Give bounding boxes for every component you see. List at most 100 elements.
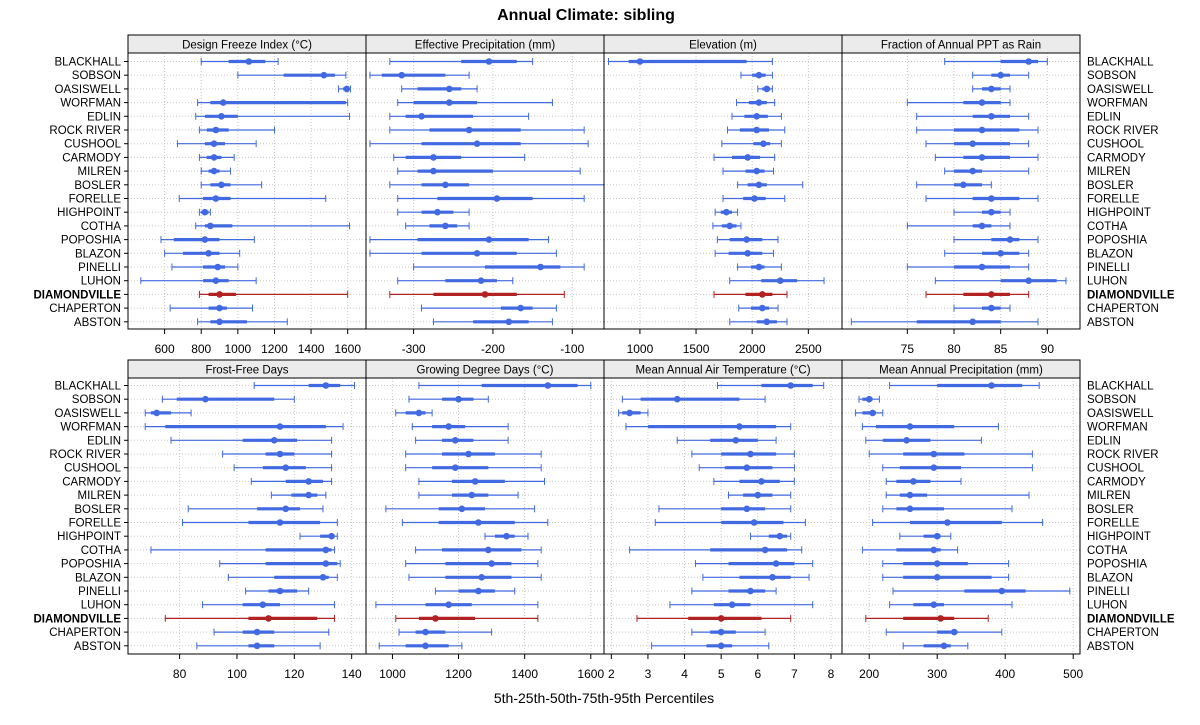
row-label-left: BLAZON: [75, 572, 121, 584]
marker-diamondville-median: [717, 615, 725, 622]
row-label-left: MILREN: [78, 490, 121, 502]
marker-poposhia-median: [933, 560, 941, 567]
marker-milren-median: [210, 167, 218, 175]
row-label-left: COTHA: [81, 221, 122, 233]
row-label-left: HIGHPOINT: [57, 207, 121, 219]
marker-highpoint-median: [201, 208, 209, 216]
row-label-left: FORELLE: [69, 518, 122, 530]
marker-cotha-median: [726, 222, 734, 230]
row-label-right: BLAZON: [1087, 248, 1133, 260]
marker-carmody-median: [758, 478, 765, 485]
marker-blazon-median: [473, 250, 481, 257]
marker-milren-median: [430, 167, 437, 175]
marker-pinelli-median: [998, 587, 1006, 595]
row-label-right: FORELLE: [1087, 194, 1140, 206]
marker-forelle-median: [475, 519, 482, 526]
marker-forelle-median: [212, 195, 220, 202]
panel-title: Design Freeze Index (°C): [182, 40, 312, 52]
row-label-right: CUSHOOL: [1087, 463, 1144, 475]
x-tick-label: 3: [645, 667, 652, 681]
x-tick-label: -100: [560, 342, 584, 356]
marker-blazon-median: [319, 574, 327, 581]
marker-chaperton-median: [717, 628, 725, 636]
marker-blackhall-median: [485, 58, 493, 65]
marker-blackhall-median: [636, 58, 644, 65]
x-tick-label: 140: [342, 667, 362, 681]
row-label-left: WORFMAN: [60, 422, 121, 434]
marker-rock-river-median: [465, 450, 472, 458]
marker-cushool-median: [451, 464, 459, 472]
row-label-right: CARMODY: [1087, 152, 1146, 164]
panel-effective-precipitation-mm: Effective Precipitation (mm) -300 -200 -100: [365, 34, 605, 356]
marker-forelle-median: [493, 195, 501, 202]
chart-title: Annual Climate: sibling: [497, 7, 675, 24]
panel-frame: [127, 377, 367, 655]
marker-sobson-median: [865, 395, 873, 403]
marker-diamondville-median: [988, 291, 995, 298]
row-label-right: CHAPERTON: [1087, 303, 1159, 315]
row-label-left: FORELLE: [69, 194, 122, 206]
row-label-right: PINELLI: [1087, 262, 1130, 274]
x-tick-label: 1600: [334, 342, 361, 356]
x-tick-label: 2: [608, 667, 615, 681]
marker-forelle-median: [944, 519, 951, 526]
x-tick-label: 85: [994, 342, 1008, 356]
x-tick-label: 7: [791, 667, 798, 681]
marker-poposhia-median: [485, 236, 493, 243]
panel-title: Frost-Free Days: [205, 365, 288, 377]
marker-edlin-median: [988, 113, 995, 120]
marker-chaperton-median: [216, 304, 223, 312]
marker-pinelli-median: [747, 587, 754, 595]
marker-bosler-median: [282, 505, 290, 513]
marker-oasiswell-median: [343, 85, 351, 93]
marker-bosler-median: [442, 181, 449, 189]
marker-chaperton-median: [517, 304, 524, 312]
marker-oasiswell-median: [626, 409, 633, 417]
row-label-left: CARMODY: [62, 476, 121, 488]
row-label-right: HIGHPOINT: [1087, 207, 1151, 219]
x-tick-label: 80: [173, 667, 187, 681]
row-label-right: ROCK RIVER: [1087, 125, 1159, 137]
x-tick-label: 200: [859, 667, 879, 681]
panel-frame: [127, 52, 367, 330]
x-tick-label: 1000: [379, 667, 406, 681]
marker-edlin-median: [732, 437, 740, 444]
row-label-right: ABSTON: [1087, 641, 1134, 653]
marker-carmody-median: [910, 478, 917, 485]
marker-blazon-median: [744, 250, 751, 257]
marker-abston-median: [422, 642, 429, 650]
marker-carmody-median: [210, 154, 218, 161]
row-label-right: POPOSHIA: [1087, 559, 1147, 571]
marker-cotha-median: [442, 222, 449, 230]
panel-elevation-m: Elevation (m) 1000 1500 2000 2500: [603, 34, 843, 356]
marker-worfman-median: [736, 423, 743, 430]
row-label-right: SOBSON: [1087, 394, 1136, 406]
marker-cushool-median: [473, 140, 481, 147]
marker-blackhall-median: [544, 382, 552, 389]
marker-highpoint-median: [776, 532, 784, 540]
x-tick-label: 1500: [683, 342, 710, 356]
plot-area: Design Freeze Index (°C) 600 800 1000 1200 14…: [33, 34, 1175, 681]
row-label-left: LUHON: [81, 600, 121, 612]
marker-cotha-median: [485, 546, 492, 554]
marker-sobson-median: [398, 71, 406, 79]
marker-diamondville-median: [937, 615, 944, 622]
marker-sobson-median: [202, 395, 209, 403]
marker-blackhall-median: [322, 382, 330, 389]
row-label-left: EDLIN: [87, 435, 121, 447]
panel-growing-degree-days-c: Growing Degree Days (°C) 1000 1200 1400 1600: [365, 359, 605, 681]
x-tick-label: 100: [227, 667, 247, 681]
marker-abston-median: [969, 318, 976, 326]
marker-forelle-median: [750, 519, 758, 526]
x-tick-label: -300: [402, 342, 426, 356]
panel-title: Effective Precipitation (mm): [415, 40, 556, 52]
row-label-right: MILREN: [1087, 166, 1130, 178]
marker-highpoint-median: [328, 532, 335, 540]
x-tick-label: -200: [481, 342, 505, 356]
panel-fraction-of-annual-ppt-as-rain: Fraction of Annual PPT as Rain 75 80 85 90: [841, 34, 1081, 356]
panel-frame: [365, 52, 605, 330]
marker-chaperton-median: [758, 304, 766, 312]
row-label-left: EDLIN: [87, 111, 121, 123]
row-label-left: ROCK RIVER: [49, 449, 121, 461]
